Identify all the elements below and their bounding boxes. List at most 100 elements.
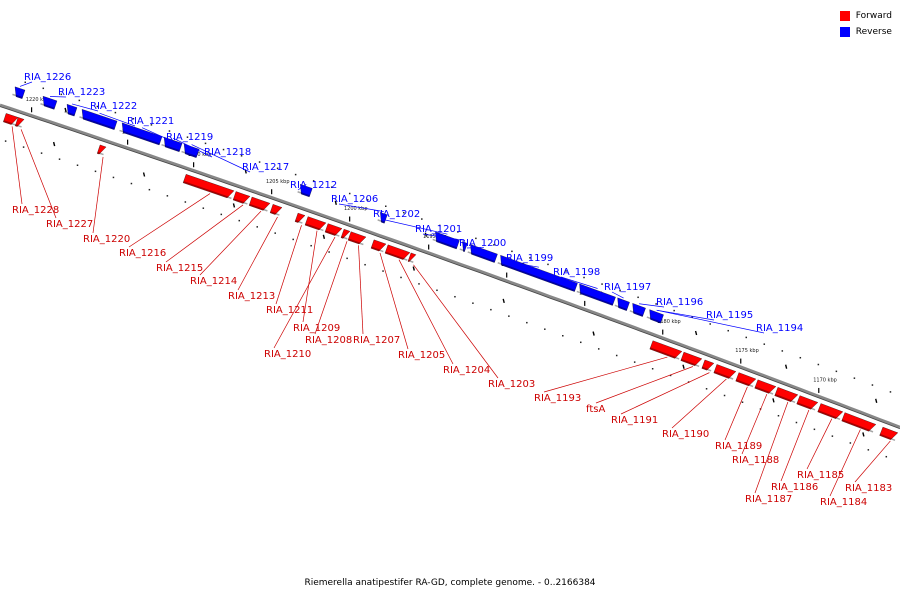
track-dot [547, 263, 549, 266]
gene-arrow[interactable] [269, 204, 283, 216]
gene-arrow[interactable] [64, 103, 78, 117]
forward-gene-label: RIA_1193 [534, 393, 581, 404]
gene-arrow[interactable] [735, 372, 757, 388]
gene-arrow[interactable] [79, 109, 118, 130]
track-dot [472, 302, 474, 304]
gene-arrow[interactable] [161, 136, 183, 152]
gene-arrow[interactable] [879, 426, 899, 441]
reverse-leader [19, 81, 33, 87]
gene-arrow[interactable] [182, 174, 235, 200]
forward-gene-label: RIA_1190 [662, 429, 709, 440]
gene-arrow[interactable] [370, 239, 387, 253]
track-dot [454, 295, 456, 298]
tick-label: 1210 kbp [188, 152, 212, 158]
gene-arrow[interactable] [40, 95, 58, 110]
track-dot [132, 117, 135, 120]
forward-leader [543, 356, 668, 393]
track-dot [565, 270, 567, 272]
track-dot [526, 321, 528, 324]
reverse-leader [297, 183, 307, 191]
gene-arrow[interactable] [340, 229, 351, 240]
gene-arrow[interactable] [3, 113, 19, 126]
track-dot [853, 377, 856, 379]
gene-arrow[interactable] [817, 403, 844, 421]
track-tick [784, 364, 788, 369]
gene-arrow[interactable] [713, 364, 737, 380]
gene-arrow[interactable] [701, 359, 715, 372]
reverse-leader [141, 127, 175, 143]
gene-arrow[interactable] [796, 395, 819, 411]
gene-arrow[interactable] [384, 244, 411, 261]
forward-gene-label: RIA_1228 [12, 205, 59, 216]
track-dot [4, 140, 7, 142]
track-dot [741, 401, 744, 403]
gene-arrow[interactable] [248, 196, 271, 212]
gene-arrow[interactable] [294, 212, 306, 224]
gene-arrow[interactable] [297, 183, 313, 198]
gene-arrow[interactable] [467, 244, 498, 263]
track-dot [849, 442, 852, 444]
gene-arrow[interactable] [649, 340, 683, 360]
tick-label: 1175 kbp [735, 348, 759, 354]
forward-leader [595, 366, 694, 404]
genes [3, 86, 899, 441]
track-dot [274, 232, 276, 234]
reverse-gene-label: RIA_1201 [415, 224, 462, 235]
gene-arrow[interactable] [841, 412, 877, 433]
gene-arrow[interactable] [181, 143, 200, 158]
track-dot [112, 176, 115, 179]
forward-leader [854, 440, 891, 483]
track-dot [439, 224, 441, 227]
track-dot [150, 124, 153, 126]
gene-arrow[interactable] [324, 223, 343, 237]
track-dot [633, 361, 636, 363]
gene-arrow[interactable] [15, 117, 25, 128]
forward-leader [780, 409, 810, 482]
track-dot [781, 350, 784, 352]
gene-arrow[interactable] [754, 379, 777, 395]
gene-arrow[interactable] [407, 252, 417, 263]
gene-arrow[interactable] [629, 303, 646, 317]
gene-arrow[interactable] [347, 231, 367, 246]
forward-leader [741, 394, 768, 455]
track-dot [222, 148, 225, 151]
track-dot [24, 81, 26, 84]
reverse-leader [656, 309, 715, 321]
forward-gene-label: RIA_1208 [305, 335, 352, 346]
gene-arrow[interactable] [12, 86, 26, 99]
gene-arrow[interactable] [774, 387, 799, 403]
gene-arrow[interactable] [646, 309, 664, 324]
tick-label: 1170 kbp [813, 377, 837, 383]
track-dot [204, 142, 207, 145]
gene-arrow[interactable] [119, 122, 163, 146]
gene-arrow[interactable] [459, 241, 468, 252]
track-dot [673, 309, 675, 312]
forward-leader [413, 264, 499, 379]
track-dot [777, 414, 780, 417]
track-dot [292, 238, 294, 241]
track-dot [421, 218, 423, 220]
gene-arrow[interactable] [576, 283, 616, 306]
reverse-gene-label: RIA_1196 [656, 297, 703, 308]
track-dot [799, 356, 802, 359]
forward-leader [314, 241, 348, 335]
gene-arrow[interactable] [614, 297, 630, 311]
gene-arrow[interactable] [232, 191, 251, 205]
reverse-gene-label: RIA_1199 [506, 253, 553, 264]
track-dot [817, 363, 820, 366]
gene-arrow[interactable] [97, 144, 107, 156]
legend-label-forward: Forward [855, 11, 892, 21]
gene-arrow[interactable] [680, 351, 703, 368]
tick-label: 1180 kbp [657, 319, 681, 325]
reverse-gene-label: RIA_1218 [204, 147, 251, 158]
track-dot [60, 93, 63, 96]
gene-arrow[interactable] [304, 216, 327, 232]
track-dot [42, 87, 45, 90]
forward-gene-label: RIA_1216 [119, 248, 166, 259]
gene-arrow[interactable] [377, 212, 388, 224]
track-dot [508, 315, 510, 317]
forward-gene-label: RIA_1210 [264, 349, 311, 360]
track-dot [562, 334, 564, 337]
track-dot [619, 289, 621, 292]
